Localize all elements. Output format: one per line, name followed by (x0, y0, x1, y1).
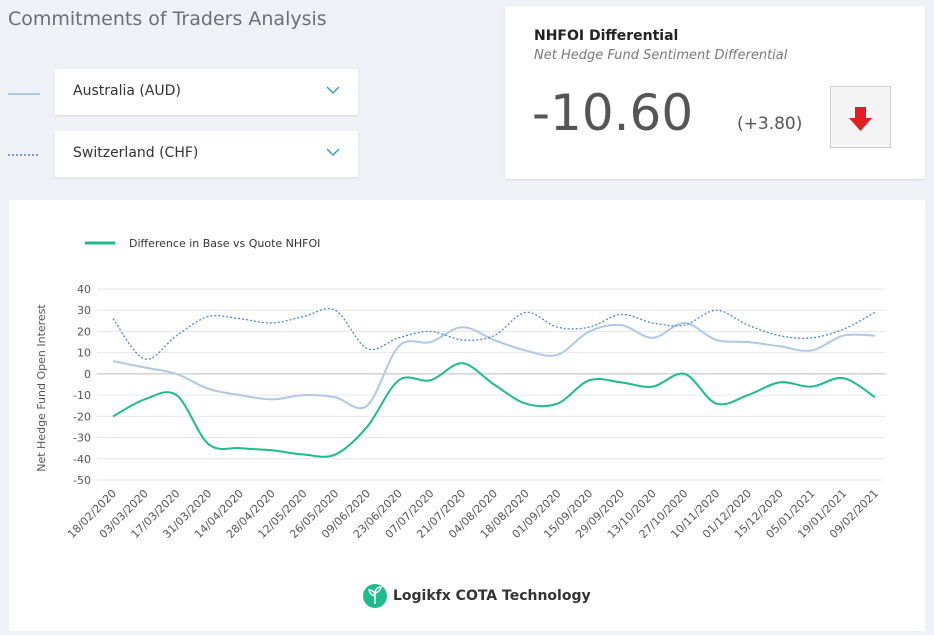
y-tick-label: -20 (73, 410, 91, 423)
dropdown[interactable]: Australia (AUD) (55, 69, 358, 115)
dropdown-label: Australia (AUD) (73, 83, 181, 99)
y-tick-label: 10 (77, 347, 91, 360)
y-tick-label: -40 (73, 453, 91, 466)
down-arrow (849, 107, 872, 131)
card-value: -10.60 (532, 84, 694, 142)
card-subtitle: Net Hedge Fund Sentiment Differential (534, 48, 788, 63)
footer-brand: Logikfx COTA Technology (393, 588, 591, 604)
dropdown-label: Switzerland (CHF) (73, 145, 199, 161)
y-tick-label: -10 (73, 389, 91, 402)
series-line (112, 362, 876, 458)
legend-label: Difference in Base vs Quote NHFOI (129, 237, 320, 250)
y-axis-label: Net Hedge Fund Open Interest (35, 304, 48, 472)
line-sample (8, 154, 40, 156)
chevron (326, 148, 340, 157)
series-line (112, 321, 876, 410)
y-tick-label: 20 (77, 325, 91, 338)
footer-logo (363, 584, 387, 608)
chevron (326, 86, 340, 95)
page-title: Commitments of Traders Analysis (8, 8, 327, 30)
dropdown[interactable]: Switzerland (CHF) (55, 131, 358, 177)
card-title: NHFOI Differential (534, 28, 679, 44)
y-tick-label: 40 (77, 283, 91, 296)
y-tick-label: -30 (73, 432, 91, 445)
card: NHFOI Differential Net Hedge Fund Sentim… (505, 6, 925, 179)
series-line (112, 308, 876, 360)
y-tick-label: -50 (73, 474, 91, 487)
chart: Net Hedge Fund Open Interest Logikfx COT… (35, 237, 885, 608)
card-change: (+3.80) (737, 114, 803, 134)
line-sample (8, 93, 40, 95)
direction-button[interactable] (830, 86, 891, 148)
chart-panel: Net Hedge Fund Open Interest Logikfx COT… (9, 200, 925, 631)
y-tick-label: 30 (77, 304, 91, 317)
y-tick-label: 0 (84, 368, 91, 381)
